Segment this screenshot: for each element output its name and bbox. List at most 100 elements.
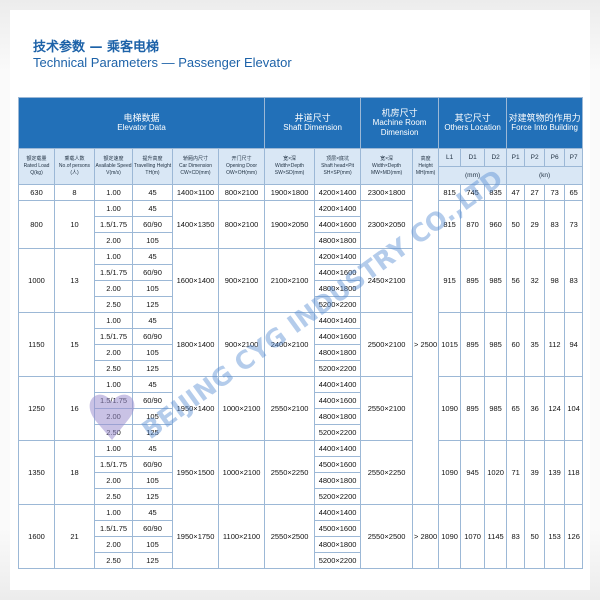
car-dimension: 1800×1400 <box>172 312 219 377</box>
shaft-dimension: 2550×2250 <box>264 440 316 505</box>
persons: 13 <box>54 248 95 313</box>
car-dimension: 1400×1350 <box>172 200 219 249</box>
group-header: 其它尺寸 Others Location <box>438 97 508 149</box>
column-header: 开门尺寸 Opening Door OW×OH(mm) <box>217 148 266 185</box>
travel-height: 60/90 <box>132 456 173 473</box>
column-header-en: Shaft head×Pit <box>321 163 355 169</box>
opening-door: 800×2100 <box>217 184 266 201</box>
force-value: 36 <box>524 376 546 441</box>
column-header-unit: Q(kg) <box>30 170 43 176</box>
column-header: P6 <box>544 148 566 167</box>
force-value: 29 <box>524 200 546 249</box>
speed: 2.00 <box>94 280 133 297</box>
data-row: 1000 13 1.00 45 1600×1400 900×2100 2100×2100 42… <box>18 248 584 313</box>
travel-height: 60/90 <box>132 264 173 281</box>
location-value: 1090 <box>438 376 462 441</box>
column-header: 提升高度 Travelling Height TH(m) <box>132 148 173 185</box>
travel-height: 105 <box>132 472 173 489</box>
location-value: 960 <box>484 200 508 249</box>
speed: 1.5/1.75 <box>94 520 133 537</box>
group-header: 电梯数据 Elevator Data <box>17 97 266 149</box>
location-value: 1090 <box>438 504 462 569</box>
column-header: 高度 Height MH(mm) <box>412 148 440 185</box>
head-pit: 4200×1400 <box>314 184 362 201</box>
machine-height: > 2800 <box>412 504 440 569</box>
force-value: 71 <box>506 440 526 505</box>
travel-height: 45 <box>132 504 173 521</box>
data-row: 2.50 125 5200×2200 <box>19 360 583 377</box>
speed: 2.00 <box>94 344 133 361</box>
car-dimension: 1600×1400 <box>172 248 219 313</box>
column-header: L1 <box>438 148 462 167</box>
column-header-en: Available Speed <box>95 163 132 169</box>
spec-table: 电梯数据 Elevator Data 井道尺寸 Shaft Dimension 机房尺寸… <box>17 97 584 569</box>
title-zh: 技术参数 — 乘客电梯 <box>33 40 160 55</box>
car-dimension: 1950×1400 <box>172 376 219 441</box>
force-value: 112 <box>544 312 566 377</box>
head-pit: 4800×1800 <box>314 408 362 425</box>
column-header-zh: 高度 <box>420 156 431 162</box>
group-header: 机房尺寸 Machine Room Dimension <box>360 97 440 149</box>
column-header: D2 <box>484 148 508 167</box>
location-value: 835 <box>484 184 508 201</box>
column-header: 宽×深 Width×Depth SW×SD(mm) <box>264 148 316 185</box>
opening-door: 1000×2100 <box>217 440 266 505</box>
title-en: Technical Parameters — Passenger Elevato… <box>33 55 292 70</box>
persons: 18 <box>54 440 95 505</box>
location-value: 870 <box>460 200 486 249</box>
car-dimension: 1950×1750 <box>172 504 219 569</box>
group-header-en: Force Into Building <box>511 123 578 132</box>
column-header: P2 <box>524 148 546 167</box>
column-header: 额定速度 Available Speed V(m/s) <box>94 148 133 185</box>
opening-door: 1000×2100 <box>217 376 266 441</box>
head-pit: 4800×1800 <box>314 472 362 489</box>
column-header: 轿厢内尺寸 Car Dimension CW×CD(mm) <box>172 148 219 185</box>
speed: 1.00 <box>94 440 133 457</box>
machine-room: 2300×1800 <box>360 184 414 201</box>
head-pit: 4800×1800 <box>314 344 362 361</box>
column-header-unit: TH(m) <box>145 170 160 176</box>
unit-header: (kn) <box>506 166 584 185</box>
column-header-zh: 轿厢内尺寸 <box>182 156 208 162</box>
opening-door: 900×2100 <box>217 312 266 377</box>
location-value: 815 <box>438 200 462 249</box>
group-header-zh: 对建筑物的作用力 <box>508 113 581 123</box>
force-value: 98 <box>544 248 566 313</box>
head-pit: 4400×1400 <box>314 312 362 329</box>
force-value: 60 <box>506 312 526 377</box>
speed: 1.00 <box>94 248 133 265</box>
head-pit: 5200×2200 <box>314 424 362 441</box>
opening-door: 1100×2100 <box>217 504 266 569</box>
location-value: 985 <box>484 312 508 377</box>
speed: 2.00 <box>94 408 133 425</box>
force-value: 124 <box>544 376 566 441</box>
speed: 2.50 <box>94 360 133 377</box>
shaft-dimension: 2550×2500 <box>264 504 316 569</box>
location-value: 895 <box>460 376 486 441</box>
head-pit: 4800×1800 <box>314 232 362 249</box>
car-dimension: 1950×1500 <box>172 440 219 505</box>
column-header-zh: 宽×深 <box>283 156 297 162</box>
location-value: 1020 <box>484 440 508 505</box>
travel-height: 105 <box>132 280 173 297</box>
data-row: 2.50 125 5200×2200 <box>19 552 583 569</box>
head-pit: 4500×1600 <box>314 520 362 537</box>
head-pit: 4400×1400 <box>314 440 362 457</box>
speed: 1.00 <box>94 184 133 201</box>
force-value: 83 <box>544 200 566 249</box>
shaft-dimension: 2400×2100 <box>264 312 316 377</box>
group-header-en: Shaft Dimension <box>283 123 342 132</box>
speed: 1.5/1.75 <box>94 264 133 281</box>
force-value: 83 <box>506 504 526 569</box>
column-header-en: Width×Depth <box>275 163 305 169</box>
head-pit: 4400×1600 <box>314 328 362 345</box>
data-row: 1.5/1.75 60/90 4500×1600 <box>19 520 583 537</box>
speed: 2.00 <box>94 232 133 249</box>
location-value: 1015 <box>438 312 462 377</box>
speed: 2.00 <box>94 536 133 553</box>
speed: 2.00 <box>94 472 133 489</box>
force-value: 73 <box>564 200 584 249</box>
column-header-zh: 额定速度 <box>103 156 124 162</box>
shaft-dimension: 1900×1800 <box>264 184 316 201</box>
